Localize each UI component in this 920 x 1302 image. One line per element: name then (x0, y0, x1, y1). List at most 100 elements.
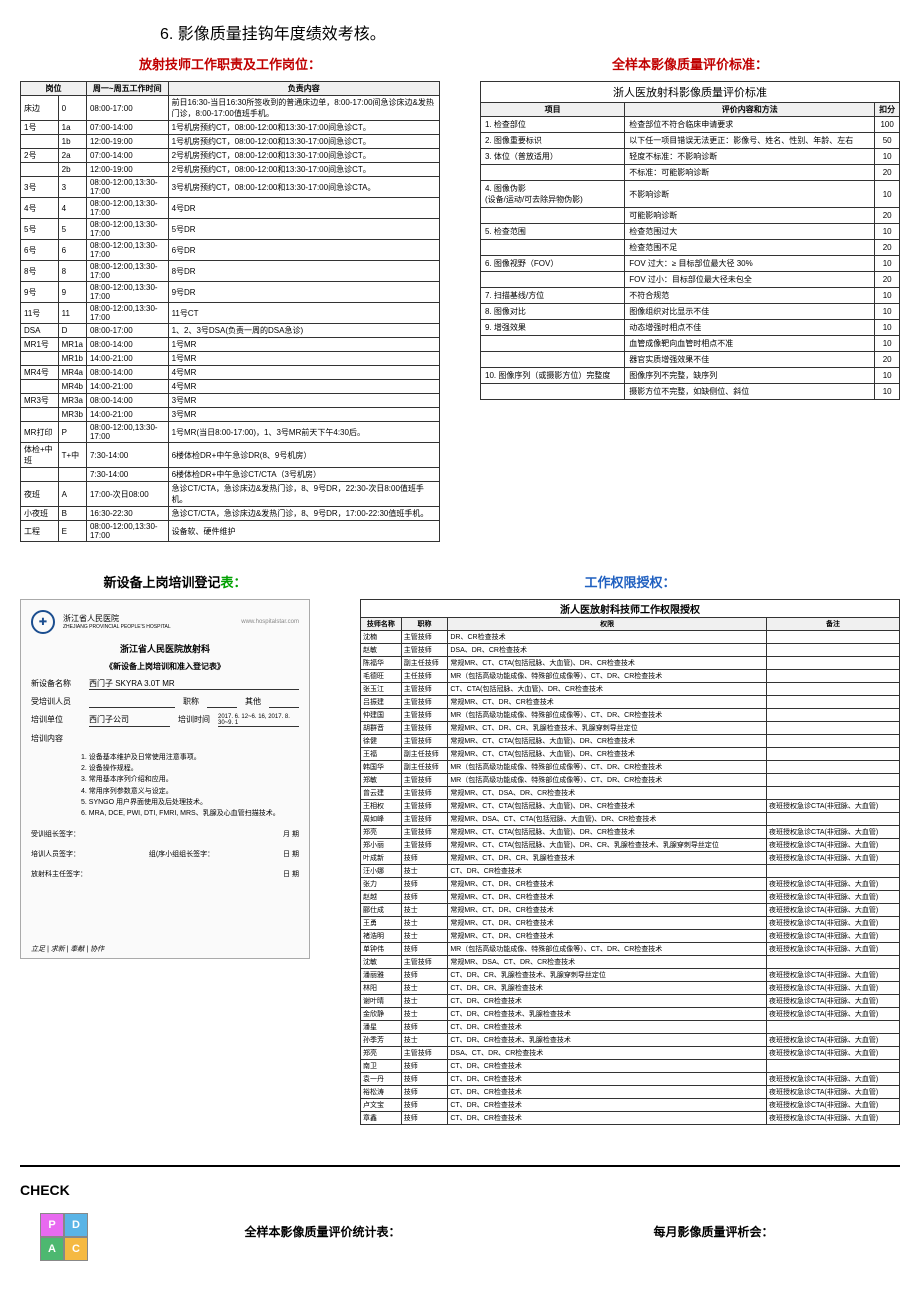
table-row: 血管成像靶向血管时相点不准10 (481, 336, 900, 352)
footer-right-label: 每月影像质量评析会： (653, 1223, 773, 1240)
training-title: 新设备上岗培训登记表： (20, 572, 330, 591)
unit-label: 培训单位 (31, 714, 81, 727)
quality-title: 全样本影像质量评价标准： (480, 54, 900, 73)
table-row: 2. 图像重要标识以下任一项目错误无法更正：影像号、姓名、性别、年龄、左右50 (481, 133, 900, 149)
time-label: 培训时间 (178, 714, 210, 727)
col-position: 岗位 (21, 82, 87, 96)
table-row: 袁一丹技师CT、DR、CR检查技术夜班授权急诊CTA(非冠脉、大血管) (361, 1073, 900, 1086)
other-value (269, 696, 299, 708)
sign1b: 月 期 (283, 829, 299, 839)
table-row: MR1b14:00-21:001号MR (21, 352, 440, 366)
list-item: 2. 设备操作规程。 (81, 763, 299, 774)
table-row: MR4号MR4a08:00-14:004号MR (21, 366, 440, 380)
table-row: 汪小娜技士CT、DR、CR检查技术 (361, 865, 900, 878)
table-row: 潘丽雅技师CT、DR、CR、乳腺检查技术、乳腺穿刺导丝定位夜班授权急诊CTA(非… (361, 969, 900, 982)
code-value (207, 696, 237, 708)
table-row: 器官实质增强效果不佳20 (481, 352, 900, 368)
table-row: 2b12:00-19:002号机房预约CT，08:00-12:00和13:30-… (21, 163, 440, 177)
table-row: 8号808:00-12:00,13:30-17:008号DR (21, 261, 440, 282)
table-row: 王福副主任技师常规MR、CT、CTA(包括冠脉、大血管)、DR、CR检查技术 (361, 748, 900, 761)
acol-name: 技师名称 (361, 618, 402, 631)
table-row: 王相权主管技师常规MR、CT、CTA(包括冠脉、大血管)、DR、CR检查技术夜班… (361, 800, 900, 813)
list-item: 6. MRA, DCE, PWI, DTI, FMRI, MRS、乳腺及心血管扫… (81, 808, 299, 819)
table-row: 夜班A17:00-次日08:00急诊CT/CTA，急诊床边&发热门诊，8、9号D… (21, 482, 440, 507)
col-time: 周一~周五工作时间 (86, 82, 168, 96)
table-row: 5号508:00-12:00,13:30-17:005号DR (21, 219, 440, 240)
auth-table: 浙人医放射科技师工作权限授权 技师名称 职称 权限 备注 沈楠主管技师DR、CR… (360, 599, 900, 1125)
table-row: 褚浩明技士常规MR、CT、DR、CR检查技术夜班授权急诊CTA(非冠脉、大血管) (361, 930, 900, 943)
auth-table-title: 浙人医放射科技师工作权限授权 (361, 600, 900, 618)
table-row: 叶成新技师常规MR、CT、DR、CR、乳腺检查技术夜班授权急诊CTA(非冠脉、大… (361, 852, 900, 865)
table-row: 7:30-14:006楼体检DR+中午急诊CT/CTA（3号机房） (21, 468, 440, 482)
code-label: 职称 (183, 696, 199, 708)
table-row: 徐健主管技师常规MR、CT、CTA(包括冠脉、大血管)、DR、CR检查技术 (361, 735, 900, 748)
table-row: MR1号MR1a08:00-14:001号MR (21, 338, 440, 352)
table-row: 章鑫技师CT、DR、CR检查技术夜班授权急诊CTA(非冠脉、大血管) (361, 1112, 900, 1125)
list-item: 5. SYNGO 用户界面使用及后处理技术。 (81, 797, 299, 808)
table-row: 南卫技师CT、DR、CR检查技术 (361, 1060, 900, 1073)
table-row: 床边008:00-17:00前日16:30-当日16:30所签收到的普通床边单，… (21, 96, 440, 121)
trainee-label: 受培训人员 (31, 696, 81, 708)
table-row: 周如峰主管技师常规MR、DSA、CT、CTA(包括冠脉、大血管)、DR、CR检查… (361, 813, 900, 826)
device-label: 新设备名称 (31, 678, 81, 690)
table-row: 6号608:00-12:00,13:30-17:006号DR (21, 240, 440, 261)
content-label: 培训内容 (31, 733, 81, 744)
table-row: MR3b14:00-21:003号MR (21, 408, 440, 422)
list-item: 3. 常用基本序列介绍和应用。 (81, 774, 299, 785)
table-row: 吕振建主管技师常规MR、CT、DR、CR检查技术 (361, 696, 900, 709)
table-row: 金欣静技士CT、DR、CR检查技术、乳腺检查技术夜班授权急诊CTA(非冠脉、大血… (361, 1008, 900, 1021)
device-value: 西门子 SKYRA 3.0T MR (89, 678, 299, 690)
badge-p: P (40, 1213, 64, 1237)
table-row: 9. 增强效果动态增强时相点不佳10 (481, 320, 900, 336)
table-row: 不标准：可能影响诊断20 (481, 165, 900, 181)
hospital-name-cn: 浙江省人民医院 (63, 614, 171, 624)
sign2-label: 培训人员签字： (31, 849, 80, 859)
quality-subtitle: 浙人医放射科影像质量评价标准 (481, 82, 900, 103)
sign2b: 组(序小组组长签字： (149, 849, 214, 859)
table-row: 1. 检查部位检查部位不符合临床申请要求100 (481, 117, 900, 133)
sign3b: 日 期 (283, 869, 299, 879)
form-name: 《新设备上岗培训和准入登记表》 (31, 661, 299, 672)
page-title: 6. 影像质量挂钩年度绩效考核。 (20, 20, 900, 44)
table-row: FOV 过小：目标部位最大径未包全20 (481, 272, 900, 288)
table-row: 工程E08:00-12:00,13:30-17:00设备软、硬件维护 (21, 521, 440, 542)
badge-a: A (40, 1237, 64, 1261)
table-row: 1号1a07:00-14:001号机房预约CT，08:00-12:00和13:3… (21, 121, 440, 135)
table-row: 沈楠主管技师DR、CR检查技术 (361, 631, 900, 644)
table-row: 张力技师常规MR、CT、DR、CR检查技术夜班授权急诊CTA(非冠脉、大血管) (361, 878, 900, 891)
table-row: 谢叶晴技士CT、DR、CR检查技术夜班授权急诊CTA(非冠脉、大血管) (361, 995, 900, 1008)
footer-left-label: 全样本影像质量评价统计表： (244, 1223, 400, 1240)
table-row: 体检+中班T+中7:30-14:006楼体检DR+中午急诊DR(8、9号机房） (21, 443, 440, 468)
table-row: 郦仕成技士常规MR、CT、DR、CR检查技术夜班授权急诊CTA(非冠脉、大血管) (361, 904, 900, 917)
table-row: 2号2a07:00-14:002号机房预约CT，08:00-12:00和13:3… (21, 149, 440, 163)
training-form: ✚ 浙江省人民医院 ZHEJIANG PROVINCIAL PEOPLE'S H… (20, 599, 310, 959)
table-row: 郑亮主管技师常规MR、CT、CTA(包括冠脉、大血管)、DR、CR检查技术夜班授… (361, 826, 900, 839)
sign1-label: 受训组长签字： (31, 829, 80, 839)
sign3-label: 放射科主任签字： (31, 869, 87, 879)
table-row: 郑小丽主管技师常规MR、CT、CTA(包括冠脉、大血管)、DR、CR、乳腺检查技… (361, 839, 900, 852)
table-row: MR4b14:00-21:004号MR (21, 380, 440, 394)
table-row: 仲建国主管技师MR（包括高级功能成像、特殊部位成像等）、CT、DR、CR检查技术 (361, 709, 900, 722)
other-label: 其他 (245, 696, 261, 708)
table-row: 3号308:00-12:00,13:30-17:003号机房预约CT，08:00… (21, 177, 440, 198)
table-row: 胡群音主管技师常规MR、CT、DR、CR、乳腺检查技术、乳腺穿刺导丝定位 (361, 722, 900, 735)
table-row: 11号1108:00-12:00,13:30-17:0011号CT (21, 303, 440, 324)
pdca-badge: P D A C (40, 1213, 88, 1261)
table-row: 3. 体位（普放适用）轻度不标准：不影响诊断10 (481, 149, 900, 165)
table-row: 赵敏主管技师DSA、DR、CR检查技术 (361, 644, 900, 657)
table-row: 5. 检查范围检查范围过大10 (481, 224, 900, 240)
qcol-item: 项目 (481, 103, 625, 117)
table-row: 7. 扫描基线/方位不符合规范10 (481, 288, 900, 304)
unit-value: 西门子公司 (89, 714, 170, 727)
positions-title: 放射技师工作职责及工作岗位： (20, 54, 440, 73)
table-row: 曾云建主管技师常规MR、CT、DSA、DR、CR检查技术 (361, 787, 900, 800)
table-row: 孙季芳技士CT、DR、CR检查技术、乳腺检查技术夜班授权急诊CTA(非冠脉、大血… (361, 1034, 900, 1047)
table-row: 卢文宝技师CT、DR、CR检查技术夜班授权急诊CTA(非冠脉、大血管) (361, 1099, 900, 1112)
auth-title: 工作权限授权： (360, 572, 900, 591)
col-content: 负责内容 (168, 82, 439, 96)
quality-table: 浙人医放射科影像质量评价标准 项目 评价内容和方法 扣分 1. 检查部位检查部位… (480, 81, 900, 400)
form-subtitle: 浙江省人民医院放射科 (31, 642, 299, 655)
hospital-name-en: ZHEJIANG PROVINCIAL PEOPLE'S HOSPITAL (63, 624, 171, 630)
content-list: 1. 设备基本维护及日常使用注意事项。2. 设备操作规程。3. 常用基本序列介绍… (81, 752, 299, 819)
table-row: 林阳技士CT、DR、CR、乳腺检查技术夜班授权急诊CTA(非冠脉、大血管) (361, 982, 900, 995)
